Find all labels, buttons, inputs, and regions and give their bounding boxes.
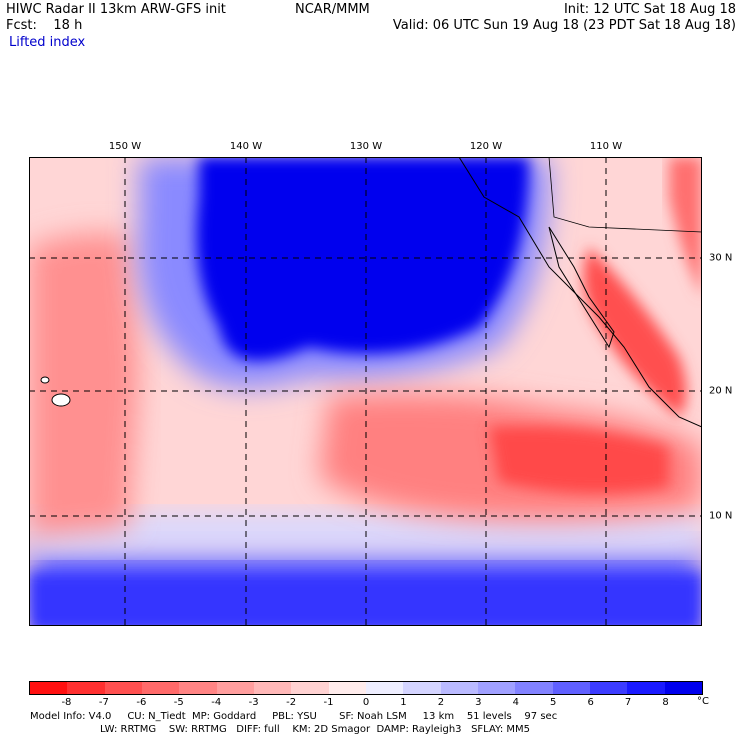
color-scale-segment	[291, 682, 329, 694]
color-scale-label: -3	[248, 697, 259, 708]
color-scale-segment	[216, 682, 254, 694]
color-scale-label: -4	[211, 697, 222, 708]
lat-label-30n: 30 N	[709, 252, 733, 264]
color-scale-segment	[328, 682, 366, 694]
lon-label-130w: 130 W	[349, 141, 383, 152]
color-scale-segment	[627, 682, 665, 694]
color-scale-label: -8	[61, 697, 72, 708]
color-scale-label: -7	[98, 697, 109, 708]
color-scale-label: -5	[173, 697, 184, 708]
color-scale-label: 8	[662, 697, 669, 708]
color-scale-label: 4	[512, 697, 519, 708]
lon-label-140w: 140 W	[229, 141, 263, 152]
valid-time: Valid: 06 UTC Sun 19 Aug 18 (23 PDT Sat …	[392, 18, 736, 33]
lat-label-10n: 10 N	[709, 510, 733, 522]
color-scale-label: 1	[400, 697, 407, 708]
color-scale-segment	[67, 682, 105, 694]
init-time: Init: 12 UTC Sat 18 Aug 18	[563, 2, 736, 17]
color-scale-label: -1	[323, 697, 334, 708]
color-scale-label: -2	[286, 697, 297, 708]
color-scale-segment	[141, 682, 180, 694]
forecast-hour: Fcst: 18 h	[6, 18, 83, 33]
color-scale-label: 6	[587, 697, 594, 708]
model-title: HIWC Radar II 13km ARW-GFS init	[6, 2, 226, 17]
color-scale-bar	[29, 681, 703, 695]
color-scale-segment	[477, 682, 516, 694]
color-scale-segment	[589, 682, 628, 694]
color-scale-segment	[403, 682, 441, 694]
color-scale-label: 3	[475, 697, 482, 708]
lon-label-110w: 110 W	[589, 141, 623, 152]
color-scale-segment	[104, 682, 142, 694]
color-scale-label: -6	[136, 697, 147, 708]
color-scale-segment	[664, 682, 702, 694]
color-scale-segment	[440, 682, 478, 694]
color-scale-segment	[253, 682, 292, 694]
lon-label-150w: 150 W	[108, 141, 142, 152]
lifted-index-map	[29, 157, 702, 626]
color-scale-label: 0	[362, 697, 370, 708]
color-scale-segment	[365, 682, 404, 694]
model-info-line-2: LW: RRTMG SW: RRTMG DIFF: full KM: 2D Sm…	[100, 724, 530, 735]
color-scale-segment	[30, 682, 68, 694]
color-scale-unit: °C	[697, 696, 709, 707]
color-scale-label: 5	[550, 697, 557, 708]
color-scale-segment	[552, 682, 590, 694]
center-name: NCAR/MMM	[295, 2, 370, 17]
color-scale-segment	[515, 682, 553, 694]
lat-label-20n: 20 N	[709, 385, 733, 397]
field-name: Lifted index	[9, 35, 86, 50]
lon-label-120w: 120 W	[469, 141, 503, 152]
color-scale-label: 7	[624, 697, 632, 708]
model-info-line-1: Model Info: V4.0 CU: N_Tiedt MP: Goddard…	[30, 711, 558, 722]
color-scale-label: 2	[437, 697, 445, 708]
color-scale-segment	[179, 682, 217, 694]
